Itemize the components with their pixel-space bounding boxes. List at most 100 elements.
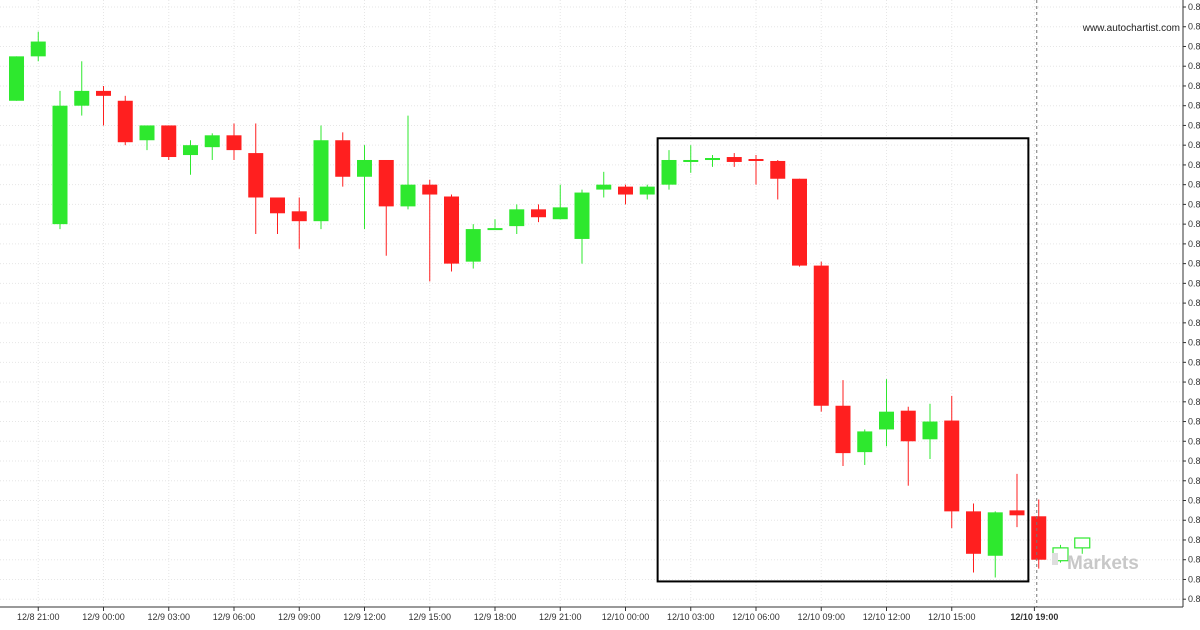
candle-body: [96, 90, 111, 96]
candle-body: [74, 90, 90, 106]
candle: [944, 395, 960, 529]
grid-layer: [0, 0, 1183, 607]
candle-body: [705, 158, 720, 161]
candle-body: [509, 209, 525, 227]
y-tick-label: 0.8277: [1188, 199, 1200, 209]
candle: [639, 184, 655, 200]
candle-body: [531, 209, 546, 218]
y-tick-label: 0.8289: [1188, 81, 1200, 91]
x-tick-label: 12/10 06:00: [732, 612, 780, 622]
x-tick-label: 12/10 15:00: [928, 612, 976, 622]
candle: [226, 123, 242, 160]
candle: [313, 125, 329, 230]
candle: [52, 90, 68, 230]
x-tick-label: 12/10 03:00: [667, 612, 715, 622]
candle: [74, 61, 90, 116]
candle-body: [1031, 516, 1047, 560]
candle-body: [879, 411, 894, 430]
x-tick-label: 12/8 21:00: [17, 612, 60, 622]
candle-body: [922, 421, 938, 440]
x-tick-label: 12/9 12:00: [343, 612, 386, 622]
y-tick-label: 0.8259: [1188, 377, 1200, 387]
y-tick-label: 0.8239: [1188, 574, 1200, 584]
candle: [1031, 499, 1047, 569]
candle: [422, 179, 438, 282]
x-tick-label: 12/9 00:00: [82, 612, 125, 622]
y-tick-label: 0.8293: [1188, 41, 1200, 51]
y-tick-label: 0.8237: [1188, 594, 1200, 604]
candle-body: [857, 431, 873, 453]
y-tick-label: 0.8273: [1188, 239, 1200, 249]
y-tick-label: 0.8291: [1188, 61, 1200, 71]
candle: [248, 123, 264, 235]
x-tick-label: 12/9 15:00: [408, 612, 451, 622]
candle: [291, 197, 307, 249]
y-tick-label: 0.8243: [1188, 535, 1200, 545]
candles-layer: [9, 31, 1091, 578]
candle-body: [618, 186, 633, 195]
y-tick-label: 0.8253: [1188, 436, 1200, 446]
x-axis-ticks: 12/8 21:00 12/9 00:00 12/9 03:00 12/9 06:00…: [17, 607, 1058, 622]
candle: [1009, 473, 1025, 528]
y-tick-label: 0.8285: [1188, 120, 1200, 130]
candle-body: [226, 135, 242, 151]
x-tick-label: 12/10 09:00: [797, 612, 845, 622]
candle-body: [900, 410, 916, 442]
candle-body: [1074, 537, 1091, 549]
candle: [705, 155, 720, 167]
candle-body: [835, 405, 851, 454]
watermark-text: www.autochartist.com: [1082, 23, 1180, 34]
candle-body: [639, 186, 655, 195]
candle: [661, 150, 677, 190]
candle-body: [596, 184, 612, 190]
candle: [96, 85, 111, 126]
candle-body: [487, 228, 503, 231]
candle: [922, 403, 938, 460]
candle-body: [183, 145, 198, 156]
candle: [270, 197, 285, 235]
candle: [183, 140, 198, 175]
candle: [879, 379, 894, 447]
candle-body: [552, 207, 568, 220]
candle-body: [813, 265, 829, 406]
y-tick-label: 0.8267: [1188, 298, 1200, 308]
candle: [835, 380, 851, 466]
candle: [357, 145, 372, 230]
candle-body: [966, 511, 981, 554]
x-tick-label: 12/10 00:00: [602, 612, 650, 622]
y-tick-label: 0.8251: [1188, 456, 1200, 466]
candle-body: [944, 420, 960, 512]
candle-body: [291, 211, 307, 222]
y-tick-label: 0.8297: [1188, 2, 1200, 12]
candle-body: [248, 153, 264, 198]
candle: [30, 31, 46, 62]
candle-body: [204, 135, 220, 148]
candle-body: [400, 184, 416, 207]
y-tick-label: 0.8245: [1188, 515, 1200, 525]
candle: [552, 184, 568, 220]
candle: [683, 145, 699, 173]
x-tick-label: 12/9 09:00: [278, 612, 321, 622]
candle: [618, 184, 633, 205]
candle: [574, 189, 590, 264]
candle: [770, 159, 786, 200]
candle: [378, 159, 394, 256]
y-tick-label: 0.8283: [1188, 140, 1200, 150]
candle: [509, 204, 525, 235]
candle-body: [378, 159, 394, 207]
candle-body: [661, 159, 677, 185]
candle: [1074, 537, 1091, 554]
candle: [748, 155, 764, 185]
candle-body: [465, 229, 481, 262]
x-tick-label: 12/10 12:00: [863, 612, 911, 622]
pattern-highlight-box: [656, 137, 1030, 583]
candle: [792, 178, 807, 267]
candle-body: [117, 100, 133, 143]
y-tick-label: 0.8247: [1188, 496, 1200, 506]
y-tick-label: 0.8255: [1188, 417, 1200, 427]
candle: [444, 194, 459, 272]
candle: [900, 406, 916, 486]
candle-body: [748, 158, 764, 161]
brand-logo-icon: [1052, 553, 1058, 565]
